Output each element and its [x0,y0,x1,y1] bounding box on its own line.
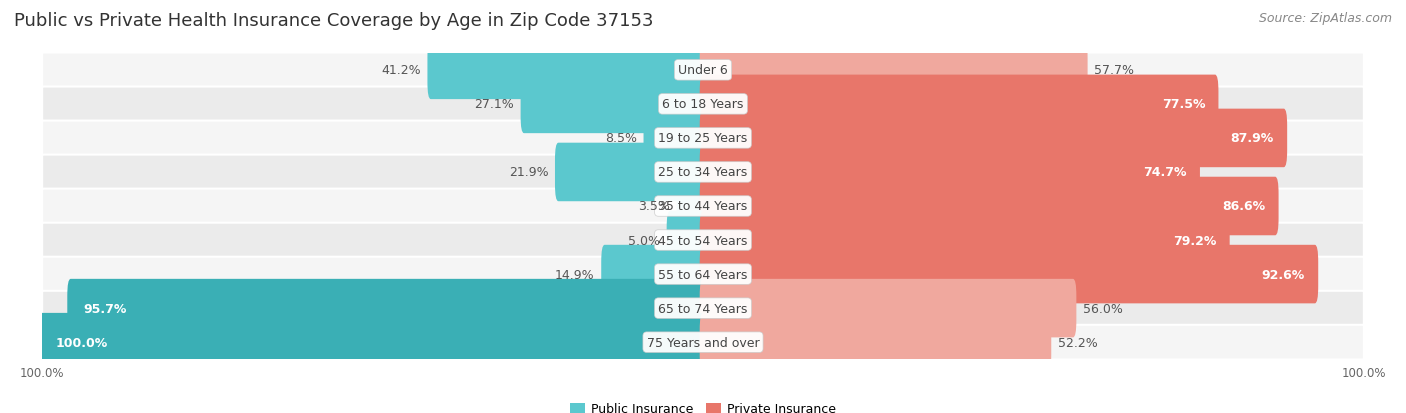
Text: 52.2%: 52.2% [1057,336,1098,349]
Text: 95.7%: 95.7% [84,302,127,315]
FancyBboxPatch shape [42,189,1364,224]
FancyBboxPatch shape [644,109,706,168]
Text: 3.5%: 3.5% [638,200,669,213]
FancyBboxPatch shape [42,87,1364,122]
Text: 79.2%: 79.2% [1173,234,1216,247]
FancyBboxPatch shape [42,325,1364,360]
Text: 56.0%: 56.0% [1083,302,1123,315]
Text: Source: ZipAtlas.com: Source: ZipAtlas.com [1258,12,1392,25]
FancyBboxPatch shape [42,291,1364,326]
FancyBboxPatch shape [67,279,706,337]
FancyBboxPatch shape [700,109,1286,168]
Text: 27.1%: 27.1% [474,98,515,111]
Text: 100.0%: 100.0% [55,336,108,349]
Text: 92.6%: 92.6% [1261,268,1305,281]
FancyBboxPatch shape [520,76,706,134]
FancyBboxPatch shape [700,245,1319,304]
Text: 14.9%: 14.9% [555,268,595,281]
Text: 74.7%: 74.7% [1143,166,1187,179]
Text: Public vs Private Health Insurance Coverage by Age in Zip Code 37153: Public vs Private Health Insurance Cover… [14,12,654,30]
Text: 45 to 54 Years: 45 to 54 Years [658,234,748,247]
FancyBboxPatch shape [700,211,1230,270]
Text: 25 to 34 Years: 25 to 34 Years [658,166,748,179]
FancyBboxPatch shape [42,121,1364,156]
Text: 6 to 18 Years: 6 to 18 Years [662,98,744,111]
FancyBboxPatch shape [700,313,1052,372]
Text: 21.9%: 21.9% [509,166,548,179]
Text: 8.5%: 8.5% [605,132,637,145]
Text: Under 6: Under 6 [678,64,728,77]
Text: 75 Years and over: 75 Years and over [647,336,759,349]
Text: 86.6%: 86.6% [1222,200,1265,213]
Text: 19 to 25 Years: 19 to 25 Years [658,132,748,145]
FancyBboxPatch shape [700,279,1077,337]
FancyBboxPatch shape [700,41,1088,100]
Legend: Public Insurance, Private Insurance: Public Insurance, Private Insurance [565,397,841,413]
Text: 87.9%: 87.9% [1230,132,1274,145]
Text: 57.7%: 57.7% [1094,64,1135,77]
FancyBboxPatch shape [42,257,1364,292]
Text: 65 to 74 Years: 65 to 74 Years [658,302,748,315]
FancyBboxPatch shape [42,223,1364,258]
Text: 5.0%: 5.0% [628,234,659,247]
FancyBboxPatch shape [700,76,1219,134]
Text: 35 to 44 Years: 35 to 44 Years [658,200,748,213]
FancyBboxPatch shape [42,155,1364,190]
FancyBboxPatch shape [42,53,1364,88]
FancyBboxPatch shape [602,245,706,304]
FancyBboxPatch shape [676,177,706,236]
FancyBboxPatch shape [700,143,1199,202]
Text: 77.5%: 77.5% [1161,98,1205,111]
Text: 41.2%: 41.2% [381,64,420,77]
FancyBboxPatch shape [39,313,706,372]
FancyBboxPatch shape [700,177,1278,236]
Text: 55 to 64 Years: 55 to 64 Years [658,268,748,281]
FancyBboxPatch shape [555,143,706,202]
FancyBboxPatch shape [666,211,706,270]
FancyBboxPatch shape [427,41,706,100]
